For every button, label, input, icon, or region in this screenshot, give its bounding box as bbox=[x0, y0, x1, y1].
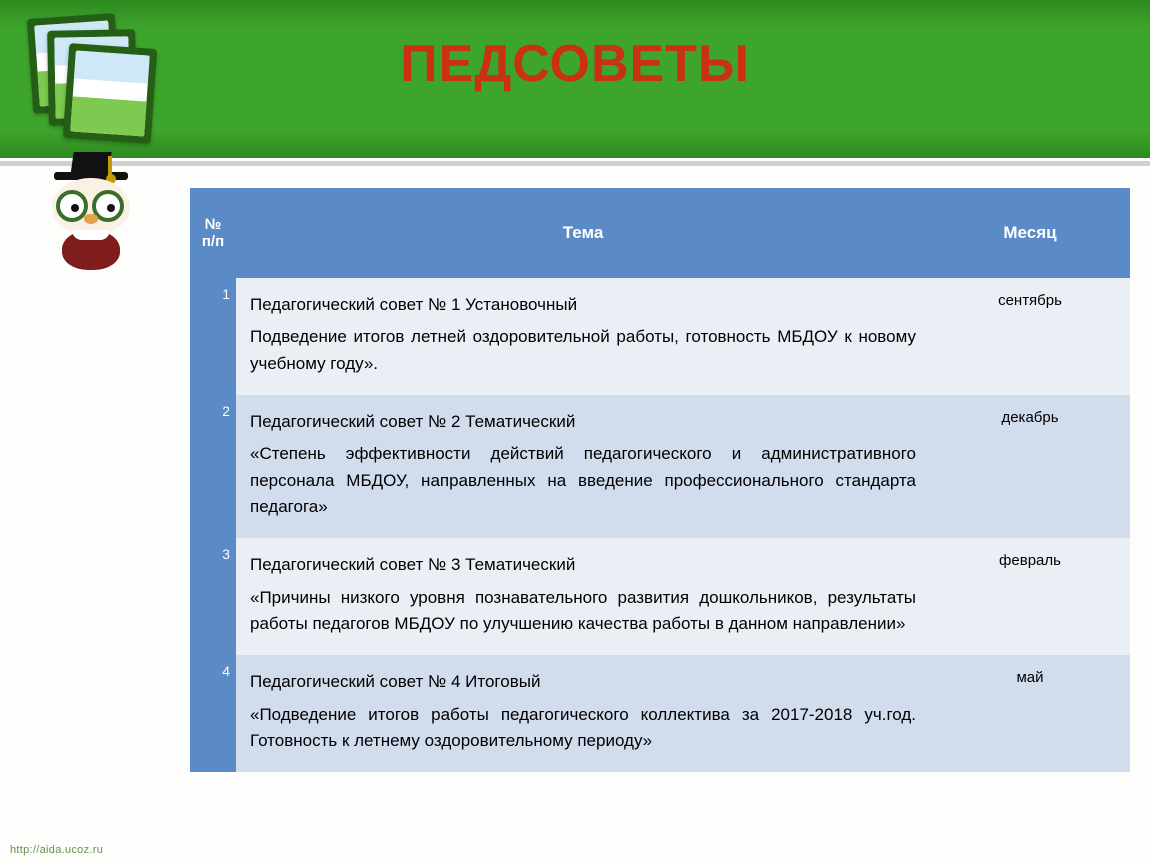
footer-source: http://aida.ucoz.ru bbox=[10, 844, 103, 856]
table-row: 3 Педагогический совет № 3 Тематический «П… bbox=[190, 538, 1130, 655]
row-title: Педагогический совет № 4 Итоговый bbox=[250, 669, 916, 695]
row-month: декабрь bbox=[930, 395, 1130, 538]
table-row: 4 Педагогический совет № 4 Итоговый «Подве… bbox=[190, 655, 1130, 772]
row-number: 4 bbox=[190, 655, 236, 772]
row-number: 1 bbox=[190, 278, 236, 395]
row-number: 2 bbox=[190, 395, 236, 538]
pedsovety-table: № п/п Тема Месяц 1Педагогический совет №… bbox=[190, 188, 1130, 772]
table-row: 1 Педагогический совет № 1 Установочный По… bbox=[190, 278, 1130, 395]
row-body: «Подведение итогов работы педагогическог… bbox=[250, 705, 916, 750]
row-title: Педагогический совет № 3 Тематический bbox=[250, 552, 916, 578]
col-topic: Тема bbox=[236, 188, 930, 278]
row-topic: Педагогический совет № 3 Тематический «Пр… bbox=[236, 538, 930, 655]
row-month: февраль bbox=[930, 538, 1130, 655]
col-num: № п/п bbox=[190, 188, 236, 278]
row-number: 3 bbox=[190, 538, 236, 655]
page-title: ПЕДСОВЕТЫ bbox=[0, 34, 1150, 94]
table-header-row: № п/п Тема Месяц bbox=[190, 188, 1130, 278]
row-body: «Степень эффективности действий педагоги… bbox=[250, 444, 916, 516]
table-row: 2Педагогический совет № 2 Тематический «… bbox=[190, 395, 1130, 538]
stacked-pages-icon bbox=[14, 12, 164, 142]
row-title: Педагогический совет № 1 Установочный bbox=[250, 292, 916, 318]
col-month: Месяц bbox=[930, 188, 1130, 278]
divider-grey bbox=[0, 161, 1150, 166]
row-month: май bbox=[930, 655, 1130, 772]
mascot-graduate-icon bbox=[44, 152, 139, 272]
row-body: «Причины низкого уровня познавательного … bbox=[250, 588, 916, 633]
row-month: сентябрь bbox=[930, 278, 1130, 395]
row-topic: Педагогический совет № 4 Итоговый «Подвед… bbox=[236, 655, 930, 772]
row-topic: Педагогический совет № 1 Установочный Под… bbox=[236, 278, 930, 395]
row-title: Педагогический совет № 2 Тематический bbox=[250, 409, 916, 435]
row-body: Подведение итогов летней оздоровительной… bbox=[250, 327, 916, 372]
row-topic: Педагогический совет № 2 Тематический «С… bbox=[236, 395, 930, 538]
